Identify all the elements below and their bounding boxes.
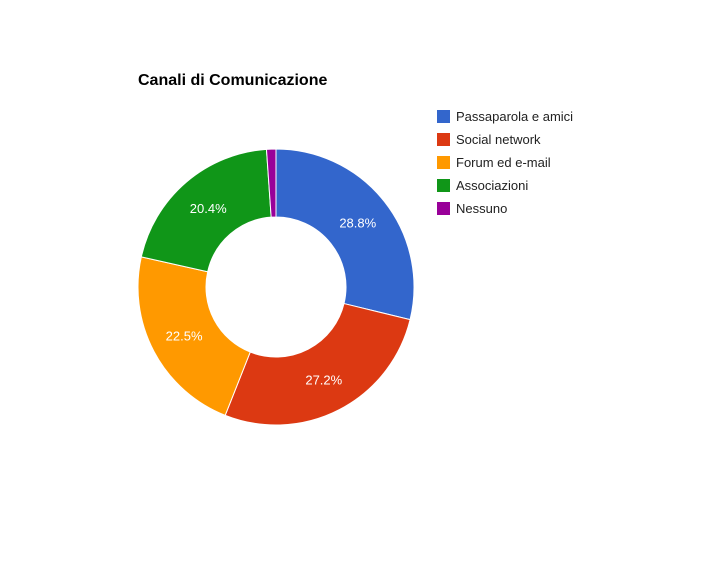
legend-swatch xyxy=(437,202,450,215)
legend-swatch xyxy=(437,179,450,192)
slice-5 xyxy=(265,148,277,218)
slice-4 xyxy=(140,148,272,273)
chart-slices xyxy=(137,148,415,426)
legend-label: Associazioni xyxy=(456,178,528,193)
legend-swatch xyxy=(437,133,450,146)
legend-item-4: Associazioni xyxy=(437,178,528,193)
legend-item-1: Passaparola e amici xyxy=(437,109,573,124)
slice-label-4: 20.4% xyxy=(190,201,227,216)
legend-label: Nessuno xyxy=(456,201,507,216)
slice-2 xyxy=(224,302,411,426)
legend-label: Forum ed e-mail xyxy=(456,155,551,170)
slice-1 xyxy=(275,148,415,321)
slice-3 xyxy=(137,256,251,416)
legend-item-2: Social network xyxy=(437,132,541,147)
chart-legend: Passaparola e amici Social network Forum e… xyxy=(437,109,573,216)
legend-label: Passaparola e amici xyxy=(456,109,573,124)
legend-swatch xyxy=(437,156,450,169)
slice-label-1: 28.8% xyxy=(339,216,376,231)
legend-swatch xyxy=(437,110,450,123)
slice-label-2: 27.2% xyxy=(305,372,342,387)
chart-slice-labels: 28.8% 27.2% 22.5% 20.4% xyxy=(166,201,377,387)
legend-item-3: Forum ed e-mail xyxy=(437,155,551,170)
legend-item-5: Nessuno xyxy=(437,201,507,216)
slice-label-3: 22.5% xyxy=(166,329,203,344)
chart-title: Canali di Comunicazione xyxy=(138,72,327,89)
legend-label: Social network xyxy=(456,132,541,147)
